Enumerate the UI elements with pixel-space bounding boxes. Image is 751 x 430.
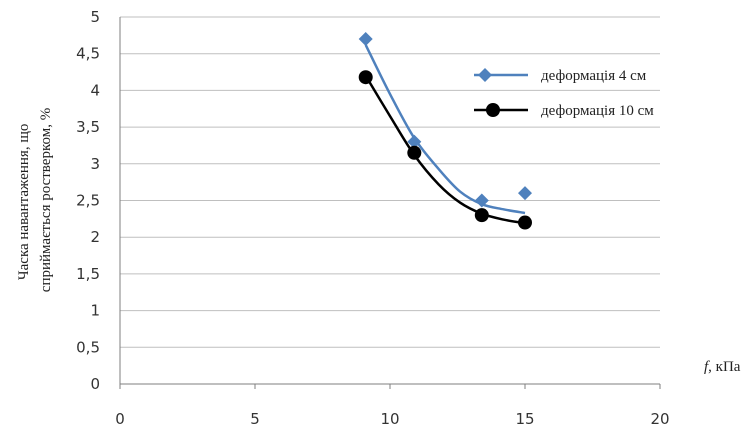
data-point-circle [407,145,422,160]
legend: деформація 4 см деформація 10 см [474,68,654,119]
y-tick-label: 0 [90,375,100,393]
x-tick-label: 15 [515,410,534,428]
legend-marker-diamond-icon [478,68,492,82]
y-tick-label: 1,5 [76,265,100,283]
y-axis-title-line-2: сприймається ростверком, % [38,108,54,292]
data-point-diamond [518,186,532,201]
x-tick-label: 20 [650,410,669,428]
x-tick-label: 5 [250,410,260,428]
y-axis-title-line-1: Часка навантаження, що [16,124,32,281]
y-tick-label: 2,5 [76,192,100,210]
series-1 [358,32,532,215]
legend-label-deformation-10cm: деформація 10 см [541,103,654,119]
x-axis-title-f: f [704,359,710,375]
legend-item-deformation-4cm: деформація 4 см [474,68,647,84]
y-axis-title: Часка навантаження, що сприймається рост… [16,108,54,292]
x-axis-title-unit: , кПа [708,359,741,375]
y-tick-label: 4 [90,81,100,99]
x-tick-label: 10 [380,410,399,428]
data-point-diamond [407,134,422,149]
legend-marker-circle-icon [486,103,500,117]
series-trend-line [364,44,526,215]
data-point-circle [358,70,373,85]
y-tick-label: 5 [90,8,100,26]
data-point-circle [474,208,489,223]
series [358,32,532,230]
x-axis-title: f, кПа [704,359,741,375]
x-tick-labels: 0 5 10 15 20 [115,410,669,428]
x-tick-label: 0 [115,410,125,428]
y-tick-labels: 0 0,5 1 1,5 2 2,5 3 3,5 4 4,5 5 [76,8,100,393]
data-point-diamond [474,193,489,208]
y-tick-label: 1 [90,302,100,320]
axes [119,17,661,389]
data-point-diamond [358,32,373,47]
legend-item-deformation-10cm: деформація 10 см [474,103,654,119]
gridlines [120,16,660,348]
series-trend-line [364,75,526,225]
y-tick-label: 3,5 [76,118,100,136]
y-tick-label: 0,5 [76,338,100,356]
y-tick-label: 3 [90,155,100,173]
y-tick-label: 4,5 [76,45,100,63]
series-2 [358,70,532,230]
legend-label-deformation-4cm: деформація 4 см [541,68,647,84]
data-point-circle [518,215,532,230]
y-tick-label: 2 [90,228,100,246]
